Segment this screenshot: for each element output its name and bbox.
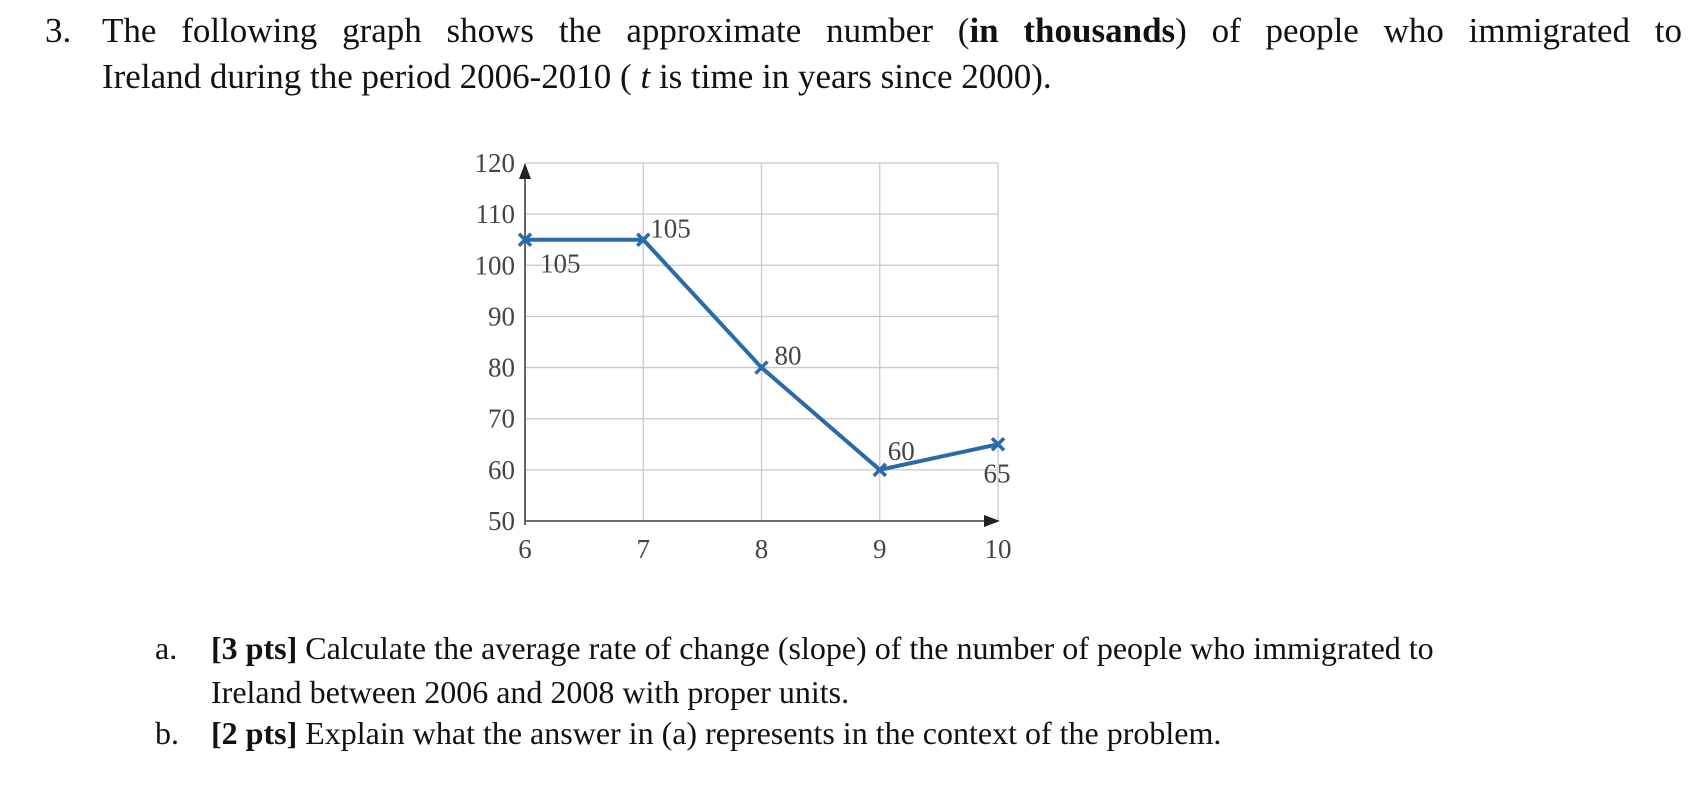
data-label: 65 <box>984 458 1011 488</box>
x-tick-label: 7 <box>637 534 651 564</box>
question-text-part: Ireland during the period 2006-2010 ( <box>102 57 641 96</box>
y-tick-label: 50 <box>488 506 515 536</box>
question-line-2: Ireland during the period 2006-2010 ( t … <box>102 54 1682 100</box>
subquestion-text: Ireland between 2006 and 2008 with prope… <box>211 674 850 710</box>
data-point-marker <box>517 232 533 247</box>
y-tick-label: 70 <box>488 404 515 434</box>
question-variable-t: t <box>640 57 651 96</box>
question-prompt: The following graph shows the approximat… <box>102 8 1682 100</box>
question-text-part: ) of people who immigrated to <box>1175 11 1683 50</box>
question-number: 3. <box>45 11 72 50</box>
x-tick-label: 6 <box>518 534 532 564</box>
subquestion-body: [2 pts] Explain what the answer in (a) r… <box>211 711 1651 755</box>
x-tick-label: 9 <box>873 534 887 564</box>
question-text-part: The following graph shows the approximat… <box>102 11 970 50</box>
subquestion-text: Explain what the answer in (a) represent… <box>297 715 1222 751</box>
y-tick-label: 100 <box>475 250 516 280</box>
subquestion-text: Calculate the average rate of change (sl… <box>297 630 1434 666</box>
y-tick-label: 120 <box>475 148 516 178</box>
subquestion-letter: b. <box>155 715 179 751</box>
y-tick-label: 110 <box>476 199 516 229</box>
question-text-part: is time in years since 2000). <box>650 57 1052 96</box>
data-label: 60 <box>888 436 915 466</box>
x-tick-label: 10 <box>985 534 1012 564</box>
subquestion-letter: a. <box>155 630 178 666</box>
question-bold-units: in thousands <box>969 11 1176 50</box>
data-label: 105 <box>540 249 581 279</box>
subquestion-body: [3 pts] Calculate the average rate of ch… <box>211 626 1651 714</box>
data-label: 105 <box>650 214 691 244</box>
y-tick-label: 60 <box>488 455 515 485</box>
y-tick-label: 90 <box>488 301 515 331</box>
points-label: [3 pts] <box>211 630 298 666</box>
data-point-marker <box>872 462 887 478</box>
data-point-marker <box>754 360 769 375</box>
y-tick-label: 80 <box>488 353 515 383</box>
y-axis-arrow <box>519 163 531 179</box>
x-axis-arrow <box>984 515 1000 527</box>
question-line-1: The following graph shows the approximat… <box>102 8 1682 54</box>
x-tick-label: 8 <box>755 534 769 564</box>
data-point-marker <box>990 437 1006 452</box>
data-label: 80 <box>775 341 802 371</box>
points-label: [2 pts] <box>211 715 298 751</box>
data-point-marker <box>636 232 651 247</box>
